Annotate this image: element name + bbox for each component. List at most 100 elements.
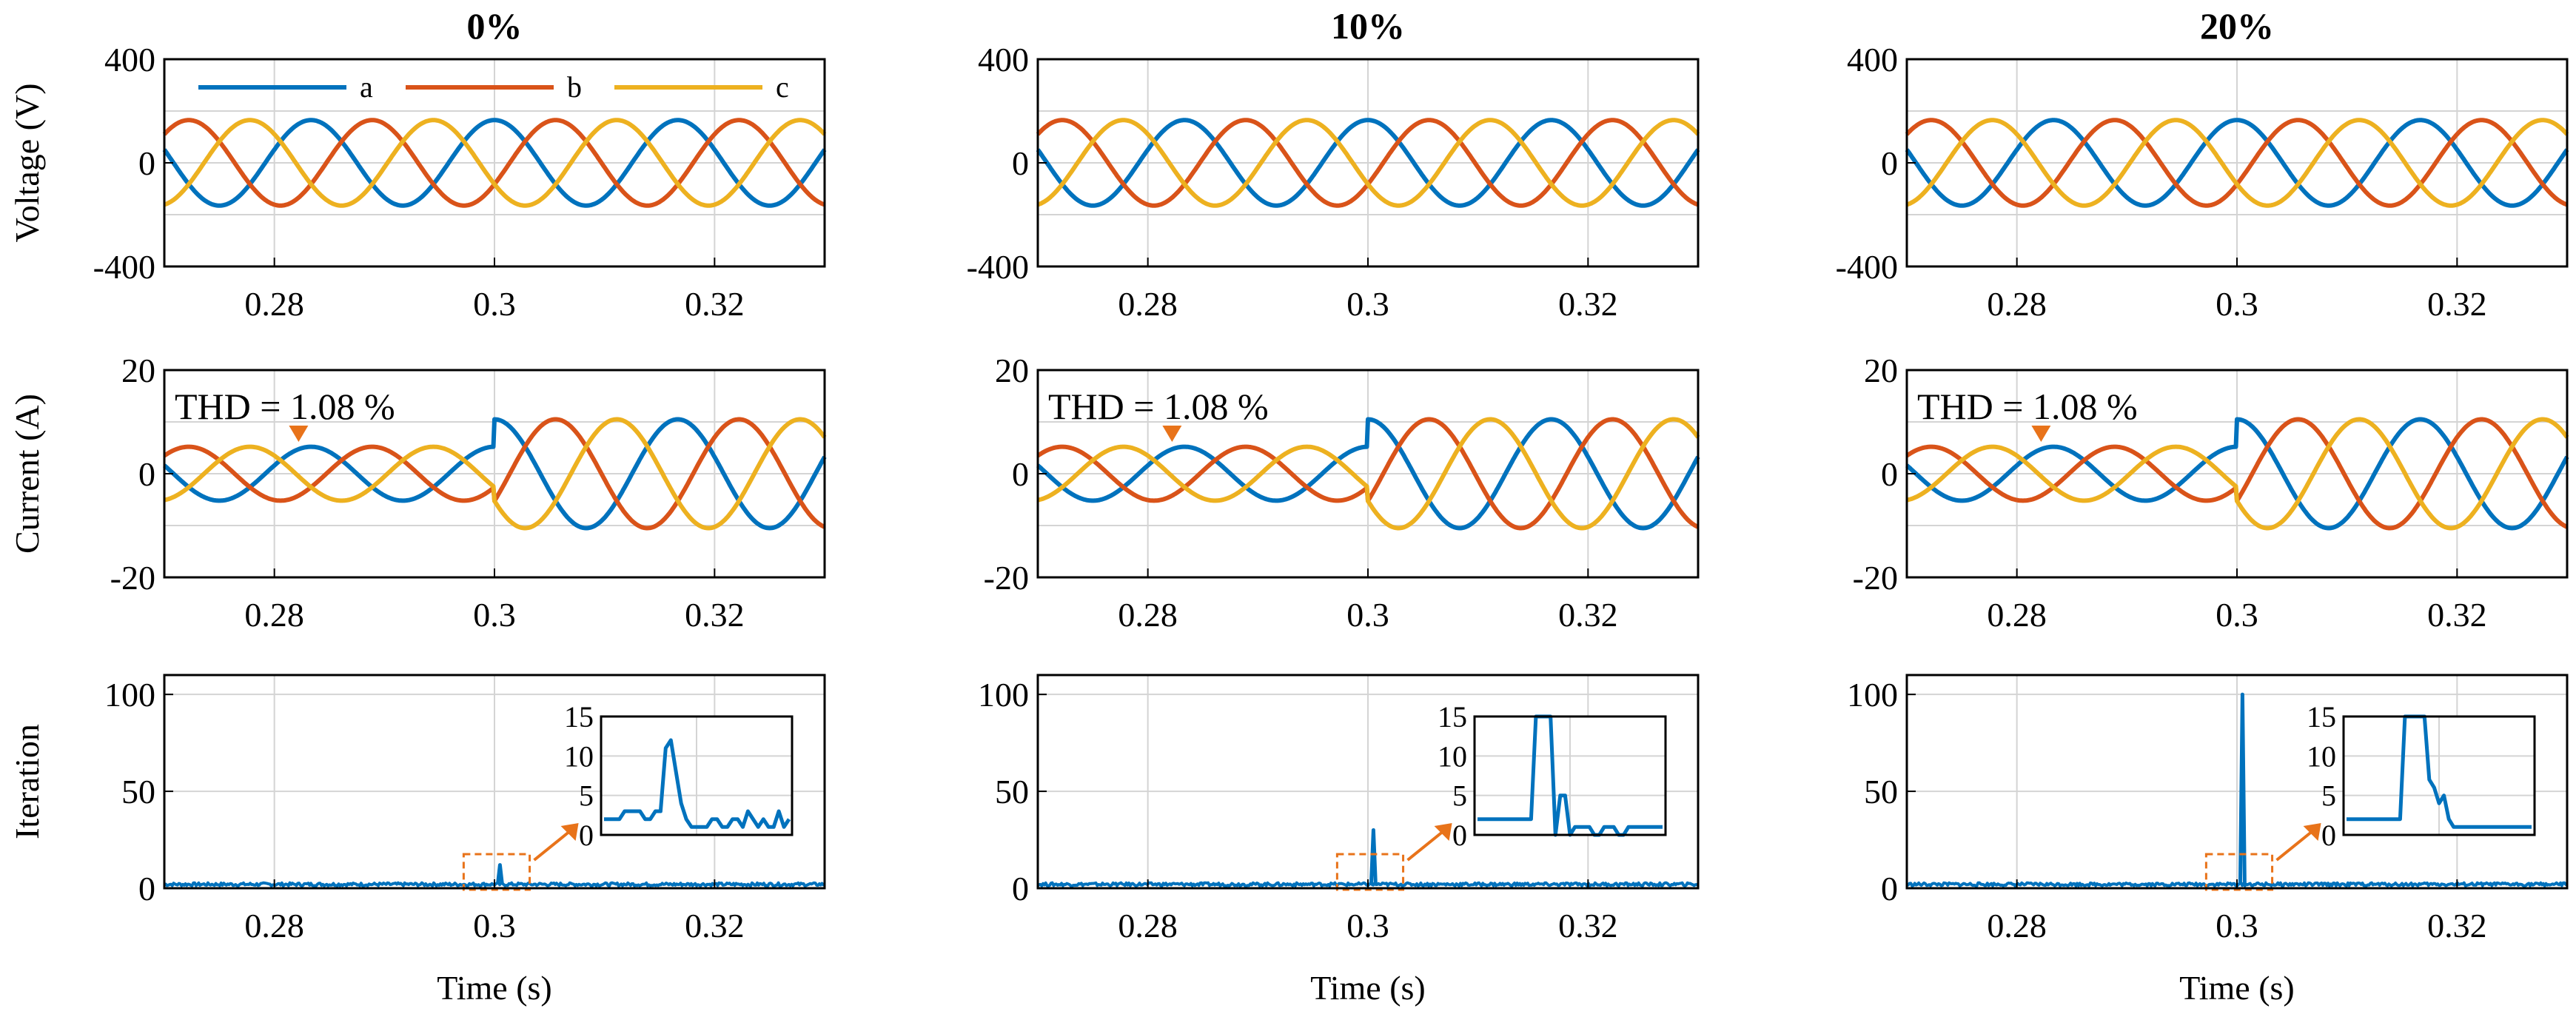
column-title: 0% xyxy=(467,5,523,47)
zoom-region-box xyxy=(2204,853,2274,891)
thd-arrow-head xyxy=(2031,426,2051,442)
x-tick-label: 0.3 xyxy=(2216,285,2258,323)
x-tick-label: 0.28 xyxy=(1118,907,1178,944)
series-line-a xyxy=(1905,417,2569,531)
zoom-arrow-shaft xyxy=(2275,828,2316,862)
x-tick-label: 0.32 xyxy=(2427,907,2487,944)
y-tick-label: 100 xyxy=(978,676,1029,714)
y-tick-label: 0 xyxy=(138,144,155,182)
thd-annotation: THD = 1.08 % xyxy=(175,386,395,427)
panel-iteration-1: 0 5 10 15 0.28 0.3 0.32 0 50 100 Time (s) xyxy=(978,674,1700,1007)
y-tick-label: -400 xyxy=(93,248,155,286)
series-line-a xyxy=(162,118,827,208)
panel-voltage-0: 0.28 0.3 0.32 -400 0 400 Voltage (V) xyxy=(8,41,827,323)
y-tick-label: 0 xyxy=(138,455,155,493)
y-tick-label: 0 xyxy=(1012,870,1029,907)
thd-annotation: THD = 1.08 % xyxy=(1917,386,2138,427)
zoom-arrow-shaft xyxy=(1406,828,1447,862)
thd-arrow-head xyxy=(1162,426,1182,442)
inset-y-tick-label: 10 xyxy=(564,739,594,773)
inset-y-tick-label: 15 xyxy=(1438,700,1467,734)
legend-label-a: a xyxy=(360,70,373,104)
y-tick-label: -20 xyxy=(110,559,155,597)
inset-line xyxy=(2347,714,2532,829)
x-tick-label: 0.32 xyxy=(1558,285,1618,323)
x-tick-label: 0.3 xyxy=(2216,907,2258,944)
y-tick-label: -400 xyxy=(967,248,1029,286)
x-tick-label: 0.32 xyxy=(2427,285,2487,323)
column-title: 10% xyxy=(1331,5,1405,47)
series-line-c xyxy=(1905,417,2569,531)
legend: a b c xyxy=(198,70,789,104)
thd-annotation: THD = 1.08 % xyxy=(1048,386,1269,427)
y-tick-label: 0 xyxy=(1881,870,1898,907)
x-tick-label: 0.3 xyxy=(473,907,516,944)
y-axis-label: Current (A) xyxy=(8,394,46,554)
panel-current-1: THD = 1.08 % 0.28 0.3 0.32 -20 0 20 xyxy=(984,352,1700,634)
iteration-spike xyxy=(495,863,504,885)
x-tick-label: 0.32 xyxy=(1558,596,1618,634)
series-line-a xyxy=(1036,118,1700,208)
y-tick-label: 400 xyxy=(104,41,155,78)
series-line-a xyxy=(163,417,827,531)
inset-y-tick-label: 10 xyxy=(2307,739,2336,773)
zoom-arrow-head xyxy=(1434,823,1452,841)
inset-axes-box xyxy=(1473,715,1667,836)
x-tick-label: 0.28 xyxy=(1118,596,1178,634)
zoom-arrow-head xyxy=(2303,823,2321,841)
y-tick-label: 20 xyxy=(1864,352,1898,389)
y-tick-label: 400 xyxy=(1847,41,1898,78)
x-tick-label: 0.32 xyxy=(1558,907,1618,944)
x-axis-label: Time (s) xyxy=(1310,969,1426,1007)
inset-y-tick-label: 0 xyxy=(579,819,594,852)
zoom-region-box xyxy=(462,853,531,891)
x-tick-label: 0.32 xyxy=(685,285,745,323)
y-tick-label: 50 xyxy=(1864,773,1898,810)
panel-iteration-2: 0 5 10 15 0.28 0.3 0.32 0 50 100 Time (s) xyxy=(1847,674,2569,1007)
inset-y-tick-label: 0 xyxy=(2321,819,2336,852)
y-tick-label: 100 xyxy=(104,676,155,714)
series-line-c xyxy=(1036,118,1700,208)
x-tick-label: 0.28 xyxy=(1987,285,2047,323)
y-axis-label: Iteration xyxy=(8,724,46,839)
inset-y-tick-label: 5 xyxy=(2321,779,2336,813)
y-tick-label: -20 xyxy=(984,559,1029,597)
zoom-arrow-head xyxy=(560,823,579,841)
x-tick-label: 0.3 xyxy=(473,285,516,323)
iteration-spike xyxy=(1369,828,1378,885)
inset-plot: 0 5 10 15 xyxy=(2307,700,2536,852)
y-axis-label: Voltage (V) xyxy=(8,83,46,242)
series-line-a xyxy=(1036,417,1700,531)
y-tick-label: 100 xyxy=(1847,676,1898,714)
y-tick-label: 50 xyxy=(995,773,1029,810)
zoom-arrow-shaft xyxy=(533,828,574,862)
zoom-region-box xyxy=(1335,853,1405,891)
x-tick-label: 0.3 xyxy=(2216,596,2258,634)
y-tick-label: 400 xyxy=(978,41,1029,78)
inset-y-tick-label: 15 xyxy=(564,700,594,734)
x-tick-label: 0.32 xyxy=(685,596,745,634)
inset-axes-box xyxy=(600,715,794,836)
x-tick-label: 0.28 xyxy=(1118,285,1178,323)
series-line-c xyxy=(1905,118,2569,208)
inset-y-tick-label: 0 xyxy=(1452,819,1467,852)
y-tick-label: -400 xyxy=(1836,248,1898,286)
x-tick-label: 0.3 xyxy=(1346,907,1389,944)
series-line-c xyxy=(163,118,827,208)
x-tick-label: 0.3 xyxy=(1346,285,1389,323)
x-tick-label: 0.28 xyxy=(244,285,304,323)
inset-line xyxy=(604,738,791,829)
x-tick-label: 0.28 xyxy=(1987,596,2047,634)
y-tick-label: 50 xyxy=(121,773,155,810)
iteration-spike xyxy=(2238,692,2247,885)
y-tick-label: -20 xyxy=(1853,559,1898,597)
legend-label-c: c xyxy=(776,70,789,104)
series-line-a xyxy=(1905,118,2569,208)
column-title: 20% xyxy=(2200,5,2274,47)
y-tick-label: 20 xyxy=(121,352,155,389)
inset-y-tick-label: 15 xyxy=(2307,700,2336,734)
y-tick-label: 0 xyxy=(1881,144,1898,182)
x-tick-label: 0.28 xyxy=(244,596,304,634)
inset-plot: 0 5 10 15 xyxy=(564,700,794,852)
